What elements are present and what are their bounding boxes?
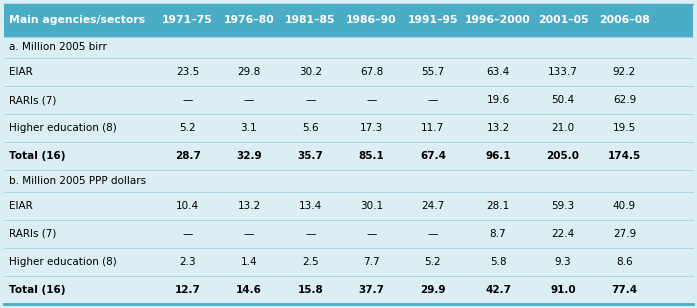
Text: 5.6: 5.6: [302, 123, 319, 133]
Text: —: —: [428, 229, 438, 239]
Text: 30.2: 30.2: [299, 67, 322, 77]
Text: 50.4: 50.4: [551, 95, 575, 105]
Text: 15.8: 15.8: [298, 285, 323, 295]
Text: a. Million 2005 birr: a. Million 2005 birr: [9, 43, 107, 52]
Text: 67.4: 67.4: [420, 151, 446, 161]
Text: Higher education (8): Higher education (8): [9, 257, 117, 267]
Text: 13.4: 13.4: [298, 201, 322, 211]
Text: 28.7: 28.7: [175, 151, 201, 161]
Text: Total (16): Total (16): [9, 285, 66, 295]
Text: —: —: [183, 229, 193, 239]
Text: —: —: [305, 95, 316, 105]
Text: 205.0: 205.0: [546, 151, 580, 161]
Text: 55.7: 55.7: [421, 67, 445, 77]
Text: EIAR: EIAR: [9, 67, 33, 77]
Text: 62.9: 62.9: [613, 95, 636, 105]
Text: Main agencies/sectors: Main agencies/sectors: [9, 15, 145, 25]
Text: 29.8: 29.8: [237, 67, 261, 77]
Text: 1.4: 1.4: [240, 257, 257, 267]
Text: 59.3: 59.3: [551, 201, 575, 211]
Text: 13.2: 13.2: [487, 123, 510, 133]
Text: 2001–05: 2001–05: [538, 15, 588, 25]
Text: 2.5: 2.5: [302, 257, 319, 267]
Text: 77.4: 77.4: [611, 285, 638, 295]
Text: 27.9: 27.9: [613, 229, 636, 239]
Text: —: —: [428, 95, 438, 105]
Text: —: —: [183, 95, 193, 105]
Text: 29.9: 29.9: [420, 285, 445, 295]
Text: 92.2: 92.2: [613, 67, 636, 77]
Text: 8.6: 8.6: [616, 257, 633, 267]
Text: —: —: [244, 229, 254, 239]
Text: 23.5: 23.5: [176, 67, 199, 77]
Text: 1981–85: 1981–85: [285, 15, 335, 25]
Text: 85.1: 85.1: [359, 151, 385, 161]
Text: 17.3: 17.3: [360, 123, 383, 133]
Text: 14.6: 14.6: [236, 285, 262, 295]
Text: RARIs (7): RARIs (7): [9, 229, 56, 239]
Text: 21.0: 21.0: [551, 123, 575, 133]
Text: 133.7: 133.7: [548, 67, 578, 77]
Text: 22.4: 22.4: [551, 229, 575, 239]
Text: 28.1: 28.1: [487, 201, 510, 211]
Text: 5.2: 5.2: [179, 123, 196, 133]
Text: 5.8: 5.8: [490, 257, 506, 267]
Text: —: —: [305, 229, 316, 239]
Text: 32.9: 32.9: [236, 151, 262, 161]
Bar: [4, 4, 693, 37]
Text: 1991–95: 1991–95: [408, 15, 458, 25]
Text: Higher education (8): Higher education (8): [9, 123, 117, 133]
Text: 24.7: 24.7: [421, 201, 445, 211]
Text: —: —: [367, 95, 377, 105]
Text: 5.2: 5.2: [424, 257, 441, 267]
Text: 7.7: 7.7: [363, 257, 380, 267]
Text: 10.4: 10.4: [176, 201, 199, 211]
Text: 19.6: 19.6: [487, 95, 510, 105]
Text: 63.4: 63.4: [487, 67, 510, 77]
Text: RARIs (7): RARIs (7): [9, 95, 56, 105]
Text: 30.1: 30.1: [360, 201, 383, 211]
Text: 42.7: 42.7: [485, 285, 511, 295]
Text: 37.7: 37.7: [358, 285, 385, 295]
Text: 174.5: 174.5: [608, 151, 641, 161]
Text: 8.7: 8.7: [490, 229, 506, 239]
Text: 1996–2000: 1996–2000: [465, 15, 531, 25]
Text: 9.3: 9.3: [555, 257, 572, 267]
Text: 1976–80: 1976–80: [224, 15, 275, 25]
Text: 13.2: 13.2: [237, 201, 261, 211]
Text: 1971–75: 1971–75: [162, 15, 213, 25]
Text: Total (16): Total (16): [9, 151, 66, 161]
Text: 12.7: 12.7: [175, 285, 201, 295]
Text: 2.3: 2.3: [179, 257, 196, 267]
Text: EIAR: EIAR: [9, 201, 33, 211]
Text: b. Million 2005 PPP dollars: b. Million 2005 PPP dollars: [9, 176, 146, 186]
Text: 1986–90: 1986–90: [346, 15, 397, 25]
Text: —: —: [244, 95, 254, 105]
Text: 19.5: 19.5: [613, 123, 636, 133]
Text: 91.0: 91.0: [551, 285, 576, 295]
Text: 35.7: 35.7: [298, 151, 323, 161]
Text: 96.1: 96.1: [485, 151, 511, 161]
Text: —: —: [367, 229, 377, 239]
Text: 40.9: 40.9: [613, 201, 636, 211]
Text: 67.8: 67.8: [360, 67, 383, 77]
Text: 2006–08: 2006–08: [599, 15, 650, 25]
Text: 11.7: 11.7: [421, 123, 445, 133]
Text: 3.1: 3.1: [240, 123, 257, 133]
